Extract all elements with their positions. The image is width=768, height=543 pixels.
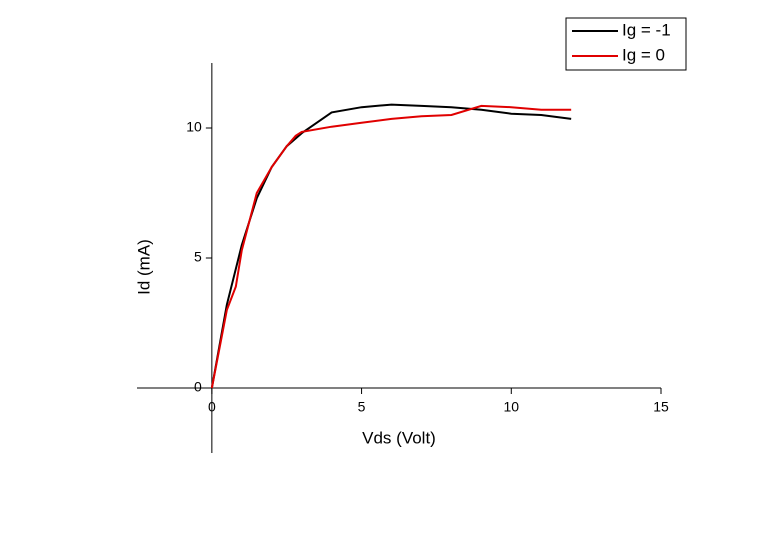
x-tick-label: 15 [653,399,669,415]
x-tick-label: 0 [208,399,216,415]
y-tick-label: 5 [194,249,202,265]
x-tick-label: 10 [503,399,519,415]
y-axis-title: Id (mA) [134,239,153,295]
legend-box [565,17,687,71]
legend-label: Ig = 0 [622,45,665,64]
legend-label: Ig = -1 [622,20,671,39]
line-series [210,103,572,389]
x-axis-title: Vds (Volt) [362,428,436,447]
line-series [210,104,572,389]
y-tick-label: 10 [186,119,202,135]
x-tick-label: 5 [358,399,366,415]
y-tick-label: 0 [194,379,202,395]
